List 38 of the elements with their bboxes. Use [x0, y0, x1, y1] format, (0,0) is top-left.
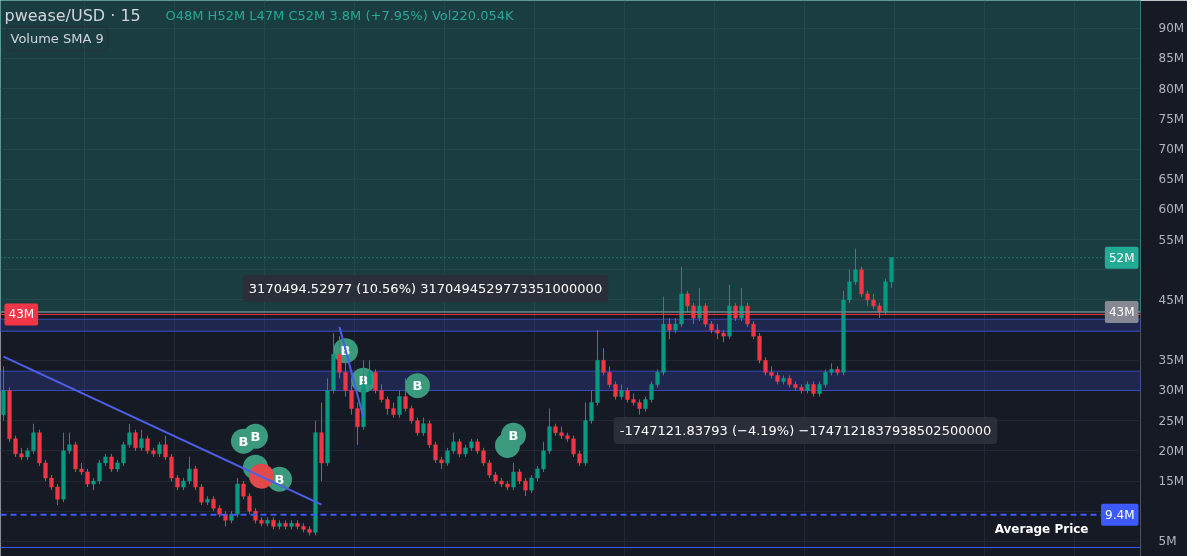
y-tick-label: 25M [1158, 413, 1185, 428]
candlestick [133, 429, 138, 452]
y-tick-label: 35M [1158, 353, 1185, 368]
y-tick-label: 60M [1158, 202, 1185, 217]
y-tick-label: 80M [1158, 81, 1185, 96]
y-tick-label: 65M [1158, 172, 1185, 187]
candlestick [397, 389, 402, 419]
y-tick-label: 15M [1158, 474, 1185, 489]
ref-line-label: 43M [1108, 305, 1135, 319]
y-tick-label: 70M [1158, 142, 1185, 157]
annotation: Average Price [994, 521, 1089, 536]
candlestick [421, 417, 426, 437]
ref-line-label: 52M [1108, 250, 1135, 265]
y-tick-label: 5M [1158, 534, 1177, 549]
y-tick-label: 20M [1158, 443, 1185, 458]
candlestick [457, 438, 462, 458]
ref-line-label: 43M [8, 307, 35, 322]
y-tick-label: 75M [1158, 111, 1185, 126]
chart-title: pwease/USD · 15 [4, 6, 141, 25]
data-label: B [274, 471, 285, 487]
annotation: Volume SMA 9 [10, 31, 104, 46]
annotation: -1747121.83793 (−4.19%) −1747121837938502500000 [619, 423, 992, 438]
candlestick [109, 453, 114, 473]
y-tick-label: 55M [1158, 232, 1185, 247]
candlestick [667, 317, 672, 340]
data-label: B [412, 378, 423, 394]
annotation: 3170494.52977 (10.56%) 3170494529773351000000 [248, 281, 603, 296]
y-tick-label: 30M [1158, 383, 1185, 398]
data-label: B [250, 428, 261, 444]
data-label: B [508, 427, 519, 443]
text: O48M H52M L47M C52M 3.8M (+7.95%) Vol220.054K [165, 8, 515, 23]
candlestick [139, 429, 144, 452]
y-tick-label: 45M [1158, 292, 1185, 307]
y-tick-label: 90M [1158, 21, 1185, 36]
data-label: B [238, 433, 249, 449]
candlestick [511, 462, 516, 491]
y-tick-label: 85M [1158, 51, 1185, 66]
ref-line-label: 9.4M [1105, 507, 1135, 522]
